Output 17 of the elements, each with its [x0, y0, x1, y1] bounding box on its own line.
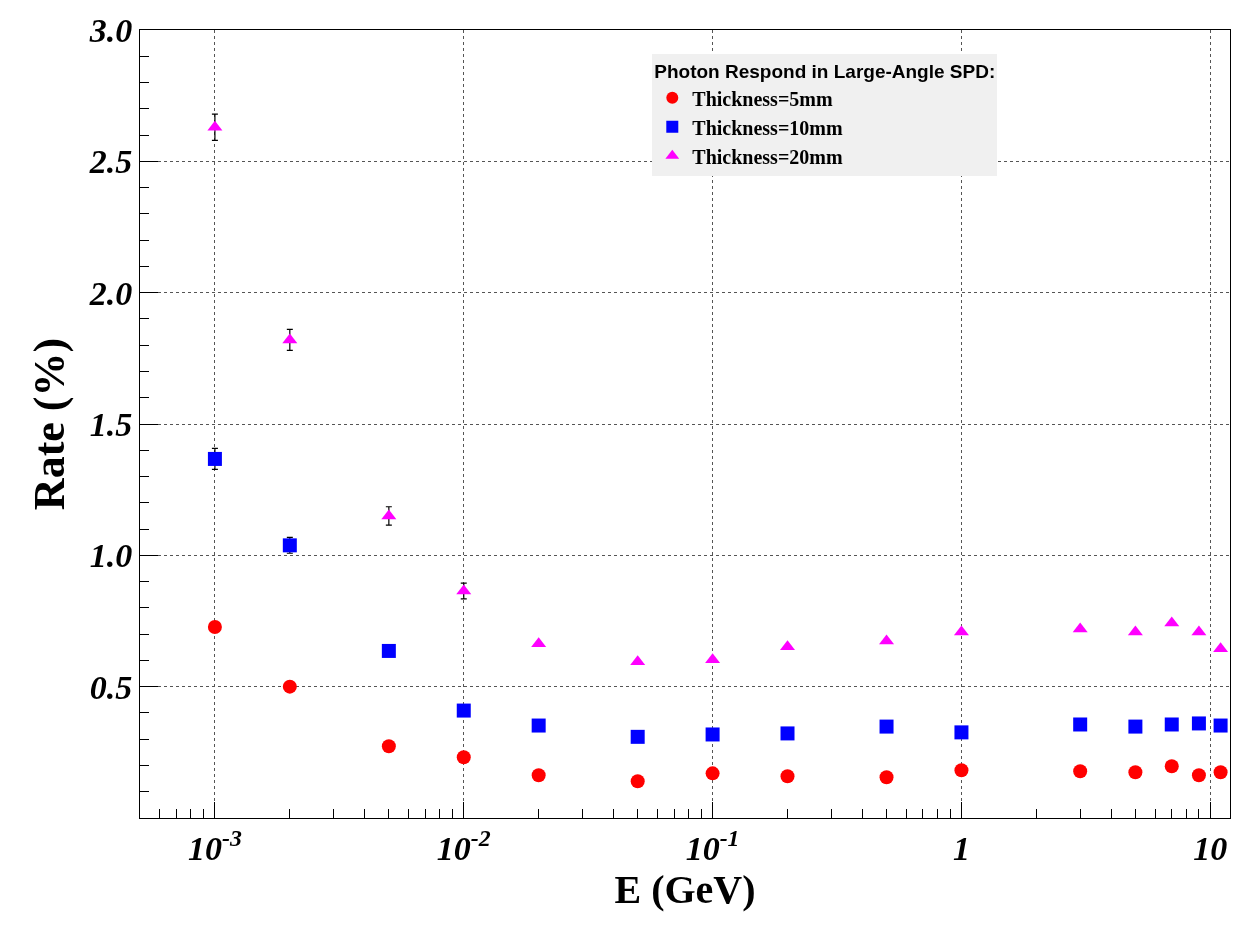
legend-label: Thickness=20mm [692, 145, 843, 168]
y-axis-title: Rate (%) [24, 337, 74, 511]
y-tick-label: 1.0 [89, 537, 133, 575]
legend-label: Thickness=5mm [692, 87, 833, 110]
y-tick-label: 0.5 [89, 668, 133, 706]
y-tick-label: 3.0 [88, 11, 133, 49]
x-tick-label: 10$^{-2}$ [436, 824, 491, 867]
y-tick-label: 1.5 [89, 405, 133, 443]
x-axis-title: E (GeV) [614, 866, 756, 912]
x-tick-label: 10 [1193, 829, 1228, 867]
x-tick-label: 10$^{-3}$ [188, 824, 242, 867]
legend-title: Photon Respond in Large-Angle SPD: [654, 61, 996, 83]
y-tick-label: 2.5 [88, 143, 133, 181]
x-tick-label: 10$^{-1}$ [685, 824, 740, 867]
y-tick-label: 2.0 [88, 274, 133, 312]
x-tick-label: 1 [952, 829, 970, 867]
legend-label: Thickness=10mm [692, 116, 843, 139]
